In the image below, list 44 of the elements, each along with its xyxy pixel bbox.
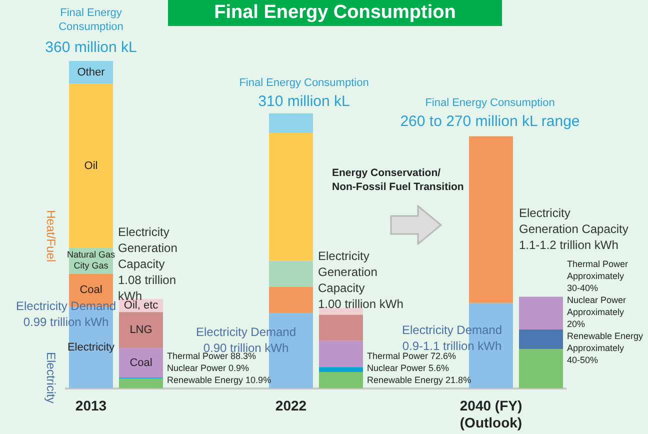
bar [119, 312, 163, 348]
annotation: 260 to 270 million kL range [400, 112, 580, 132]
text: Heat/Fuel [43, 210, 59, 262]
series-label: LNG [130, 324, 152, 336]
bar [519, 296, 563, 330]
text: Electricity [43, 352, 59, 404]
bar [319, 314, 363, 341]
annotation: Final Energy Consumption [425, 96, 555, 110]
bar [319, 340, 363, 368]
text: 360 million kL [45, 38, 137, 58]
text: Thermal Power Approximately 30-40% Nuclear Power Approximately 20% Renewable Energy Approximately 40-50% [567, 259, 644, 365]
bar [269, 113, 313, 134]
bar [319, 372, 363, 388]
series-label: Oil [84, 160, 98, 172]
bar [269, 133, 313, 261]
bar [319, 367, 363, 372]
chart-title: Final Energy Consumption [168, 0, 502, 26]
x-tick-label: 2040 (FY) (Outlook) [460, 398, 522, 430]
series-label: Oil, etc [124, 300, 159, 312]
annotation: Electricity Generation Capacity 1.1-1.2 trillion kWh [519, 205, 628, 253]
series-label: Coal [130, 356, 152, 369]
series-label: Coal [80, 284, 102, 296]
annotation: Thermal Power 88.3% Nuclear Power 0.9% Renewable Energy 10.9% [167, 351, 272, 386]
bar [119, 378, 163, 388]
bar [519, 329, 563, 350]
bar [269, 286, 313, 314]
annotation: Thermal Power 72.6% Nuclear Power 5.6% Renewable Energy 21.8% [367, 350, 472, 386]
series-label: Electricity [67, 342, 116, 354]
series-label: Other [77, 66, 106, 78]
bar [69, 61, 113, 84]
bar [119, 348, 163, 378]
text: Final Energy Consumption [58, 6, 124, 34]
bar [519, 349, 563, 388]
x-tick-label: 2022 [275, 398, 307, 414]
bar [319, 308, 363, 315]
series-label: Natural Gas City Gas [66, 250, 116, 271]
annotation: Electricity Generation Capacity 1.00 trillion kWh [318, 248, 404, 312]
x-tick-label: 2013 [75, 398, 107, 414]
bar [469, 136, 513, 304]
annotation: 310 million kL [258, 92, 350, 112]
annotation: Energy Conservation/ Non-Fossil Fuel Transition [332, 166, 464, 194]
bar [69, 84, 113, 248]
annotation: Final Energy Consumption [239, 76, 369, 90]
bar [269, 260, 313, 287]
